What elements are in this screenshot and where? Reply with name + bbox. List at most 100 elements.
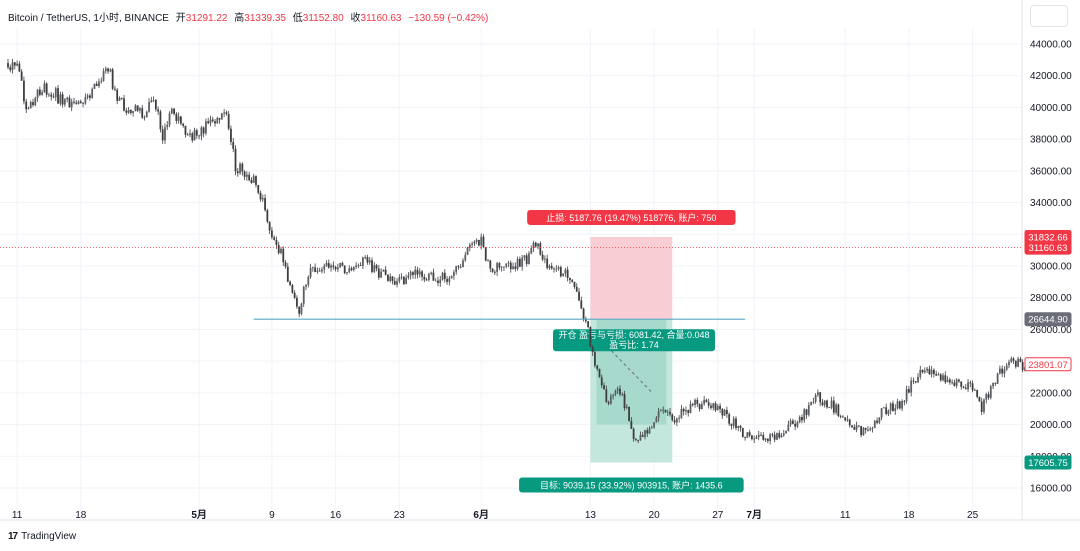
candle-body: [589, 327, 592, 347]
candle-body: [548, 265, 551, 268]
candle-body: [596, 365, 599, 369]
candle-body: [500, 267, 503, 268]
candle-body: [894, 408, 897, 412]
candle-body: [557, 267, 560, 269]
price-label-bg: [1024, 312, 1072, 327]
candle-body: [225, 112, 228, 115]
candle-body: [66, 97, 69, 100]
stop-label: 止损: 5187.76 (19.47%) 518776, 账户: 750: [546, 212, 716, 223]
candle-body: [68, 97, 71, 108]
candle-body: [380, 271, 382, 278]
candle-body: [571, 280, 574, 282]
candle-body: [150, 100, 153, 103]
candle-body: [336, 267, 339, 270]
candle-body: [646, 430, 649, 434]
candle-body: [177, 116, 180, 121]
candle-body: [311, 267, 314, 269]
candle-body: [814, 395, 817, 402]
price-label-bg: [1024, 455, 1072, 470]
y-tick-label: 36000.00: [1030, 166, 1072, 177]
candle-body: [896, 401, 899, 409]
candle-body: [323, 265, 326, 270]
candle-body: [286, 266, 289, 282]
y-tick-label: 30000.00: [1030, 262, 1072, 273]
candle-body: [562, 273, 564, 277]
candle-body: [298, 306, 301, 314]
candle-body: [175, 113, 178, 121]
candle-body: [753, 438, 756, 440]
candle-body: [243, 171, 246, 177]
candle-body: [468, 244, 471, 248]
candle-body: [425, 279, 428, 281]
candle-body: [748, 432, 751, 436]
candle-body: [999, 368, 1001, 374]
tradingview-logo[interactable]: 17 TradingView: [8, 531, 76, 542]
candle-body: [889, 403, 892, 411]
candle-body: [926, 368, 928, 371]
candle-body: [518, 258, 521, 267]
candle-body: [550, 265, 553, 269]
candle-body: [248, 174, 251, 181]
candle-body: [728, 414, 731, 424]
candle-body: [407, 275, 410, 278]
candle-body: [726, 409, 728, 415]
candle-body: [104, 68, 107, 72]
candle-body: [482, 236, 485, 248]
short-position-tool[interactable]: 止损: 5187.76 (19.47%) 518776, 账户: 750 开仓 盈…: [519, 209, 744, 493]
candle-body: [125, 110, 128, 113]
x-tick-label: 18: [903, 510, 915, 521]
entry-label-bg: [553, 329, 715, 352]
candle-body: [487, 260, 489, 262]
candle-body: [660, 410, 662, 412]
candle-body: [75, 102, 78, 104]
candle-body: [873, 420, 876, 429]
candle-body: [70, 101, 73, 108]
candle-body: [848, 419, 851, 426]
candle-body: [871, 428, 874, 429]
candle-body: [11, 62, 14, 71]
candle-body: [732, 418, 735, 426]
candle-body: [139, 108, 141, 111]
candle-body: [687, 410, 690, 413]
candle-body: [59, 94, 62, 104]
candle-body: [714, 403, 717, 411]
candle-body: [989, 386, 992, 398]
candle-body: [937, 374, 940, 376]
candle-body: [1005, 365, 1008, 370]
candle-body: [582, 308, 585, 319]
candle-body: [182, 123, 185, 126]
candle-body: [832, 400, 835, 413]
candle-body: [719, 405, 721, 410]
settings-button[interactable]: [1030, 5, 1068, 27]
candle-body: [230, 128, 232, 142]
symbol-title[interactable]: Bitcoin / TetherUS, 1小时, BINANCE: [8, 13, 169, 24]
candle-body: [951, 382, 954, 384]
candle-body: [639, 435, 642, 441]
candle-body: [760, 434, 762, 436]
high-label: 高: [234, 13, 245, 24]
candle-body: [127, 109, 130, 113]
candle-body: [773, 434, 776, 440]
candle-body: [946, 379, 949, 383]
candle-body: [969, 382, 972, 384]
candle-body: [377, 268, 380, 278]
candle-body: [696, 399, 699, 405]
candle-body: [762, 434, 765, 440]
candle-body: [710, 405, 712, 408]
candle-body: [273, 237, 276, 240]
candle-body: [296, 297, 298, 307]
candle-body: [405, 277, 408, 285]
candle-body: [63, 99, 66, 105]
candle-body: [166, 124, 169, 128]
candle-body: [930, 369, 933, 375]
candle-body: [846, 419, 849, 421]
candle-body: [805, 409, 808, 415]
candle-body: [439, 279, 442, 284]
candle-body: [1008, 361, 1010, 366]
candle-body: [491, 268, 494, 272]
candle-body: [960, 381, 963, 387]
candle-body: [903, 401, 906, 402]
candle-body: [964, 387, 967, 390]
candle-body: [154, 99, 157, 110]
